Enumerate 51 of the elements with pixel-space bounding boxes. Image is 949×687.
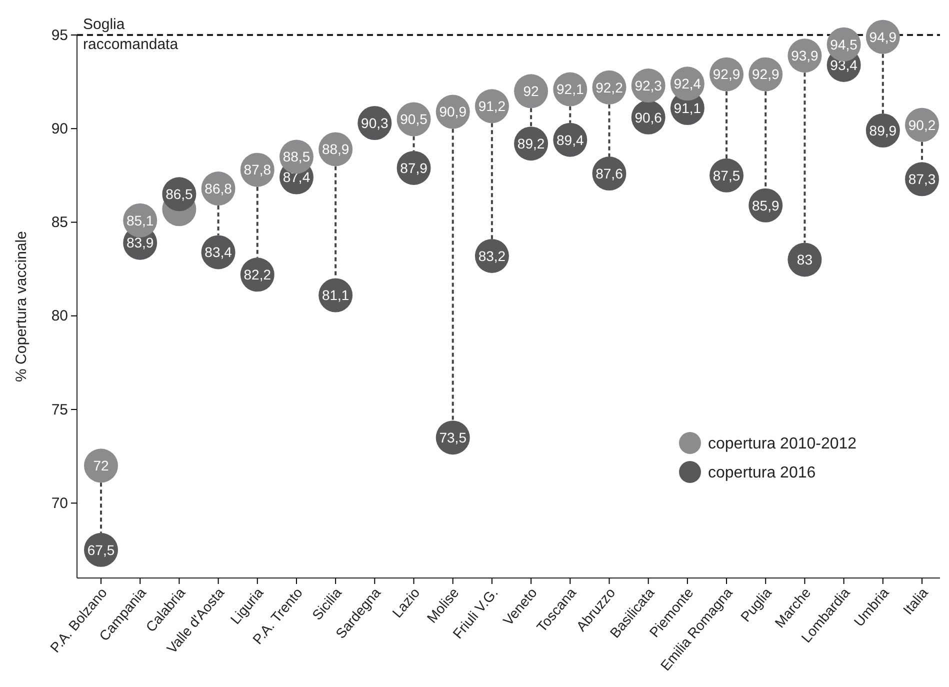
data-label: 88,5 bbox=[282, 148, 310, 165]
data-label: 81,1 bbox=[322, 287, 350, 304]
y-tick-label: 85 bbox=[51, 214, 68, 232]
data-label: 89,9 bbox=[869, 122, 897, 138]
data-label: 90,5 bbox=[400, 111, 428, 128]
legend-label: copertura 2010-2012 bbox=[708, 436, 857, 453]
data-label: 67,5 bbox=[87, 542, 115, 558]
data-label: 83,9 bbox=[126, 234, 154, 251]
data-label: 94,5 bbox=[830, 36, 858, 52]
data-label: 83 bbox=[796, 252, 813, 268]
data-label: 90,2 bbox=[908, 116, 936, 133]
data-label: 91,2 bbox=[478, 98, 506, 114]
legend-label: copertura 2016 bbox=[708, 464, 816, 482]
y-tick-label: 75 bbox=[51, 401, 68, 418]
data-label: 92,4 bbox=[674, 76, 702, 92]
data-label: 87,6 bbox=[596, 165, 624, 182]
y-tick-label: 70 bbox=[51, 494, 68, 512]
data-label: 92,9 bbox=[752, 66, 780, 82]
data-label: 92,2 bbox=[596, 79, 624, 96]
data-label: 85,9 bbox=[752, 197, 780, 214]
data-label: 91,1 bbox=[674, 100, 702, 116]
data-label: 92,9 bbox=[712, 66, 740, 82]
data-label: 87,8 bbox=[244, 162, 272, 178]
data-label: 86,8 bbox=[204, 180, 232, 196]
data-label: 87,9 bbox=[400, 160, 428, 176]
data-label: 92,3 bbox=[634, 77, 662, 94]
data-label: 89,4 bbox=[556, 132, 584, 148]
data-label: 90,6 bbox=[634, 109, 662, 126]
data-label: 83,2 bbox=[478, 248, 506, 264]
y-tick-label: 95 bbox=[51, 26, 68, 44]
data-label: 93,4 bbox=[830, 56, 858, 73]
data-label: 72 bbox=[93, 458, 109, 474]
data-label: 85,1 bbox=[126, 212, 154, 228]
ref-line-label: Soglia raccomandata bbox=[83, 16, 179, 53]
y-tick-label: 80 bbox=[51, 308, 68, 325]
data-label: 90,3 bbox=[361, 114, 389, 131]
data-label: 82,2 bbox=[244, 266, 272, 283]
data-label: 93,9 bbox=[791, 47, 819, 64]
data-label: 94,9 bbox=[869, 28, 897, 45]
data-label: 83,4 bbox=[204, 244, 232, 260]
data-label: 92 bbox=[523, 83, 540, 100]
data-label: 92,1 bbox=[556, 81, 584, 98]
data-label: 90,9 bbox=[439, 104, 467, 120]
data-label: 88,9 bbox=[322, 141, 350, 158]
y-tick-label: 90 bbox=[51, 120, 68, 138]
data-label: 89,2 bbox=[517, 136, 545, 152]
data-label: 87,5 bbox=[712, 167, 740, 184]
data-label: 87,3 bbox=[908, 171, 936, 188]
data-label: 73,5 bbox=[439, 429, 467, 446]
data-label: 86,5 bbox=[166, 186, 194, 202]
y-axis-title: % Copertura vaccinale bbox=[13, 231, 30, 382]
